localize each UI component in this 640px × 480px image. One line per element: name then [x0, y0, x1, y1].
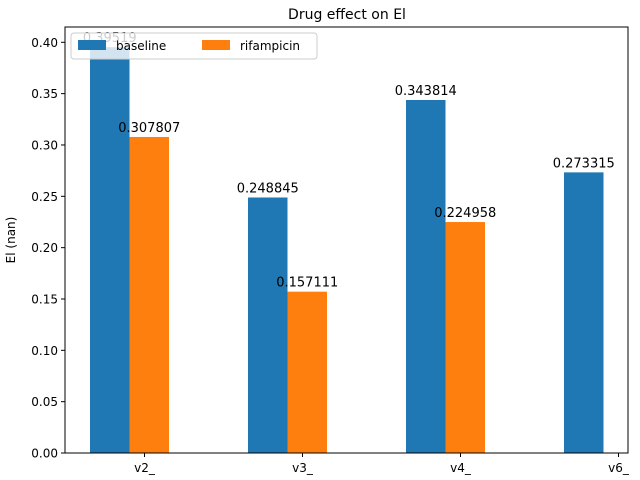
data-label-rifampicin-0: 0.307807	[118, 121, 180, 136]
legend-label-baseline: baseline	[116, 39, 166, 53]
y-tick-label: 0.15	[31, 292, 58, 306]
x-tick-label: v4_	[450, 461, 472, 475]
data-label-rifampicin-1: 0.157111	[276, 276, 338, 291]
y-tick-label: 0.00	[31, 447, 58, 461]
legend-box	[70, 32, 318, 60]
data-label-baseline-1: 0.248845	[237, 181, 299, 196]
data-label-rifampicin-2: 0.224958	[434, 206, 496, 221]
legend-swatch-rifampicin	[202, 40, 230, 50]
y-tick-label: 0.40	[31, 36, 58, 50]
plot-frame	[64, 26, 629, 454]
legend: baseline rifampicin	[70, 32, 318, 60]
bar-baseline-3	[564, 172, 604, 454]
bar-rifampicin-1	[287, 291, 327, 453]
y-axis: 0.00 0.05 0.10 0.15 0.20 0.25 0.30 0.35 0.40	[31, 36, 65, 461]
x-tick-label: v6_	[608, 461, 630, 475]
y-tick-label: 0.25	[31, 190, 58, 204]
y-tick-label: 0.10	[31, 344, 58, 358]
bar-rifampicin-2	[445, 222, 485, 453]
y-tick-label: 0.20	[31, 241, 58, 255]
bar-baseline-2	[406, 99, 446, 453]
y-tick-label: 0.05	[31, 395, 58, 409]
bar-rifampicin-0	[129, 136, 169, 453]
data-label-baseline-2: 0.343814	[395, 84, 457, 99]
y-axis-label: El (nan)	[4, 217, 18, 264]
bar-group	[90, 47, 604, 454]
x-tick-label: v3_	[292, 461, 314, 475]
x-tick-label: v2_	[134, 461, 156, 475]
x-axis: v2_ v3_ v4_ v6_	[134, 453, 630, 475]
legend-label-rifampicin: rifampicin	[240, 39, 300, 53]
y-tick-label: 0.30	[31, 138, 58, 152]
y-tick-label: 0.35	[31, 87, 58, 101]
legend-swatch-baseline	[78, 40, 106, 50]
chart-title: Drug effect on El	[288, 7, 406, 23]
bar-baseline-0	[90, 47, 130, 454]
data-label-baseline-3: 0.273315	[553, 156, 615, 171]
bar-baseline-1	[248, 197, 288, 453]
